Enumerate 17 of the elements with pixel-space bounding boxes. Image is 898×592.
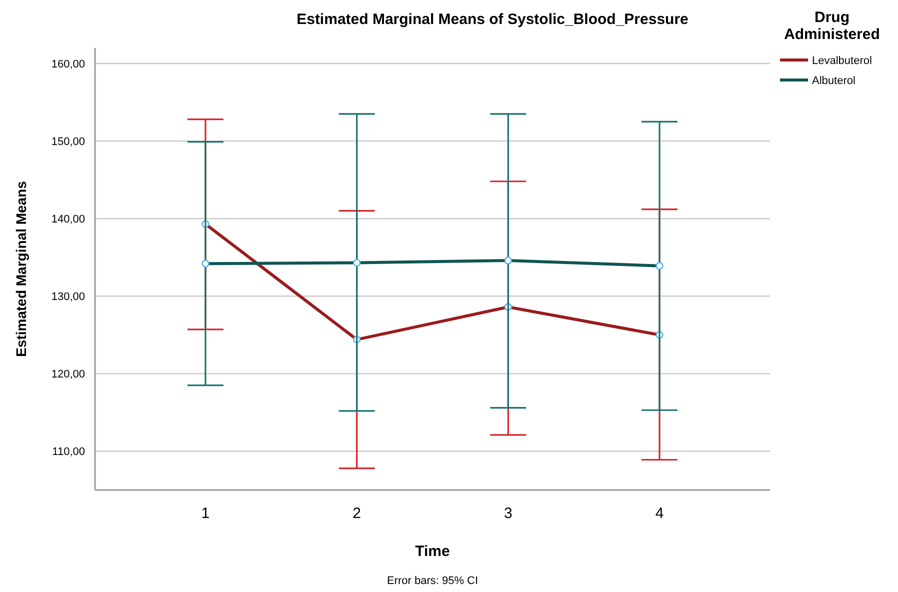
y-tick-label: 140,00 [51, 213, 85, 226]
text: Error bars: 95% CI [386, 575, 478, 587]
x-axis-title: Time [415, 543, 450, 560]
legend-title: Drug Administered [784, 9, 880, 43]
y-axis-title: Estimated Marginal Means [13, 180, 29, 357]
chart-title: Estimated Marginal Means of Systolic_Blood_Pressure [296, 11, 688, 28]
x-tick-label: 3 [504, 505, 512, 522]
y-tick-label: 160,00 [51, 58, 85, 70]
legend-label: Albuterol [812, 74, 856, 87]
x-tick-label: 2 [352, 505, 361, 522]
y-tick-label: 110,00 [52, 446, 85, 458]
legend-label: Levalbuterol [812, 54, 872, 67]
y-tick-label: 120,00 [51, 368, 85, 381]
x-tick-label: 4 [655, 505, 664, 522]
x-tick-label: 1 [201, 505, 210, 522]
y-tick-label: 150,00 [51, 136, 85, 148]
y-tick-label: 130,00 [51, 290, 85, 303]
